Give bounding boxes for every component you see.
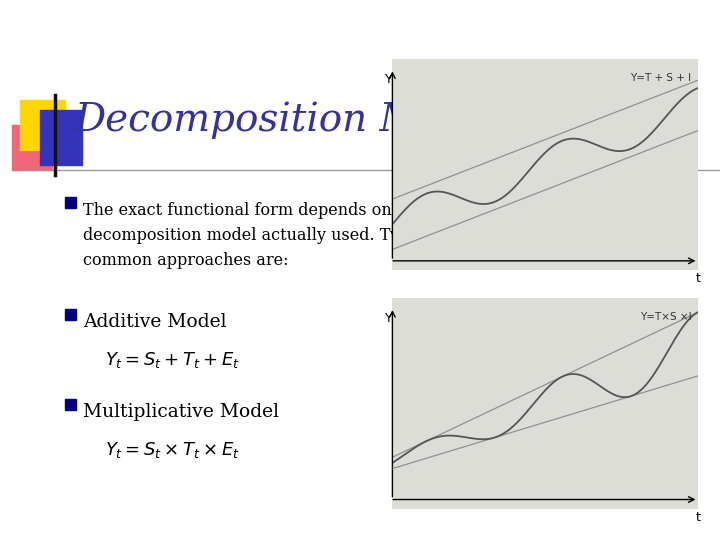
Bar [40,110,82,165]
Text: Y: Y [385,312,393,325]
Text: Additive Model: Additive Model [83,313,227,331]
Text: Y=T×S ×I: Y=T×S ×I [640,312,692,322]
Bar [20,100,65,150]
Bar [65,197,76,208]
Text: Y=T + S + I: Y=T + S + I [631,73,692,83]
Text: $Y_t = S_t \times T_t \times E_t$: $Y_t = S_t \times T_t \times E_t$ [105,440,240,460]
Text: $Y_t = S_t + T_t + E_t$: $Y_t = S_t + T_t + E_t$ [105,350,240,370]
FancyBboxPatch shape [12,125,52,170]
Text: The exact functional form depends on the
decomposition model actually used. Two
: The exact functional form depends on the… [83,202,423,268]
Text: t: t [696,511,701,524]
Text: Multiplicative Model: Multiplicative Model [83,403,279,421]
Text: Decomposition Model: Decomposition Model [75,102,504,139]
Text: t: t [696,272,701,285]
Bar [65,309,76,320]
Bar [65,399,76,410]
Text: Y: Y [385,73,393,86]
